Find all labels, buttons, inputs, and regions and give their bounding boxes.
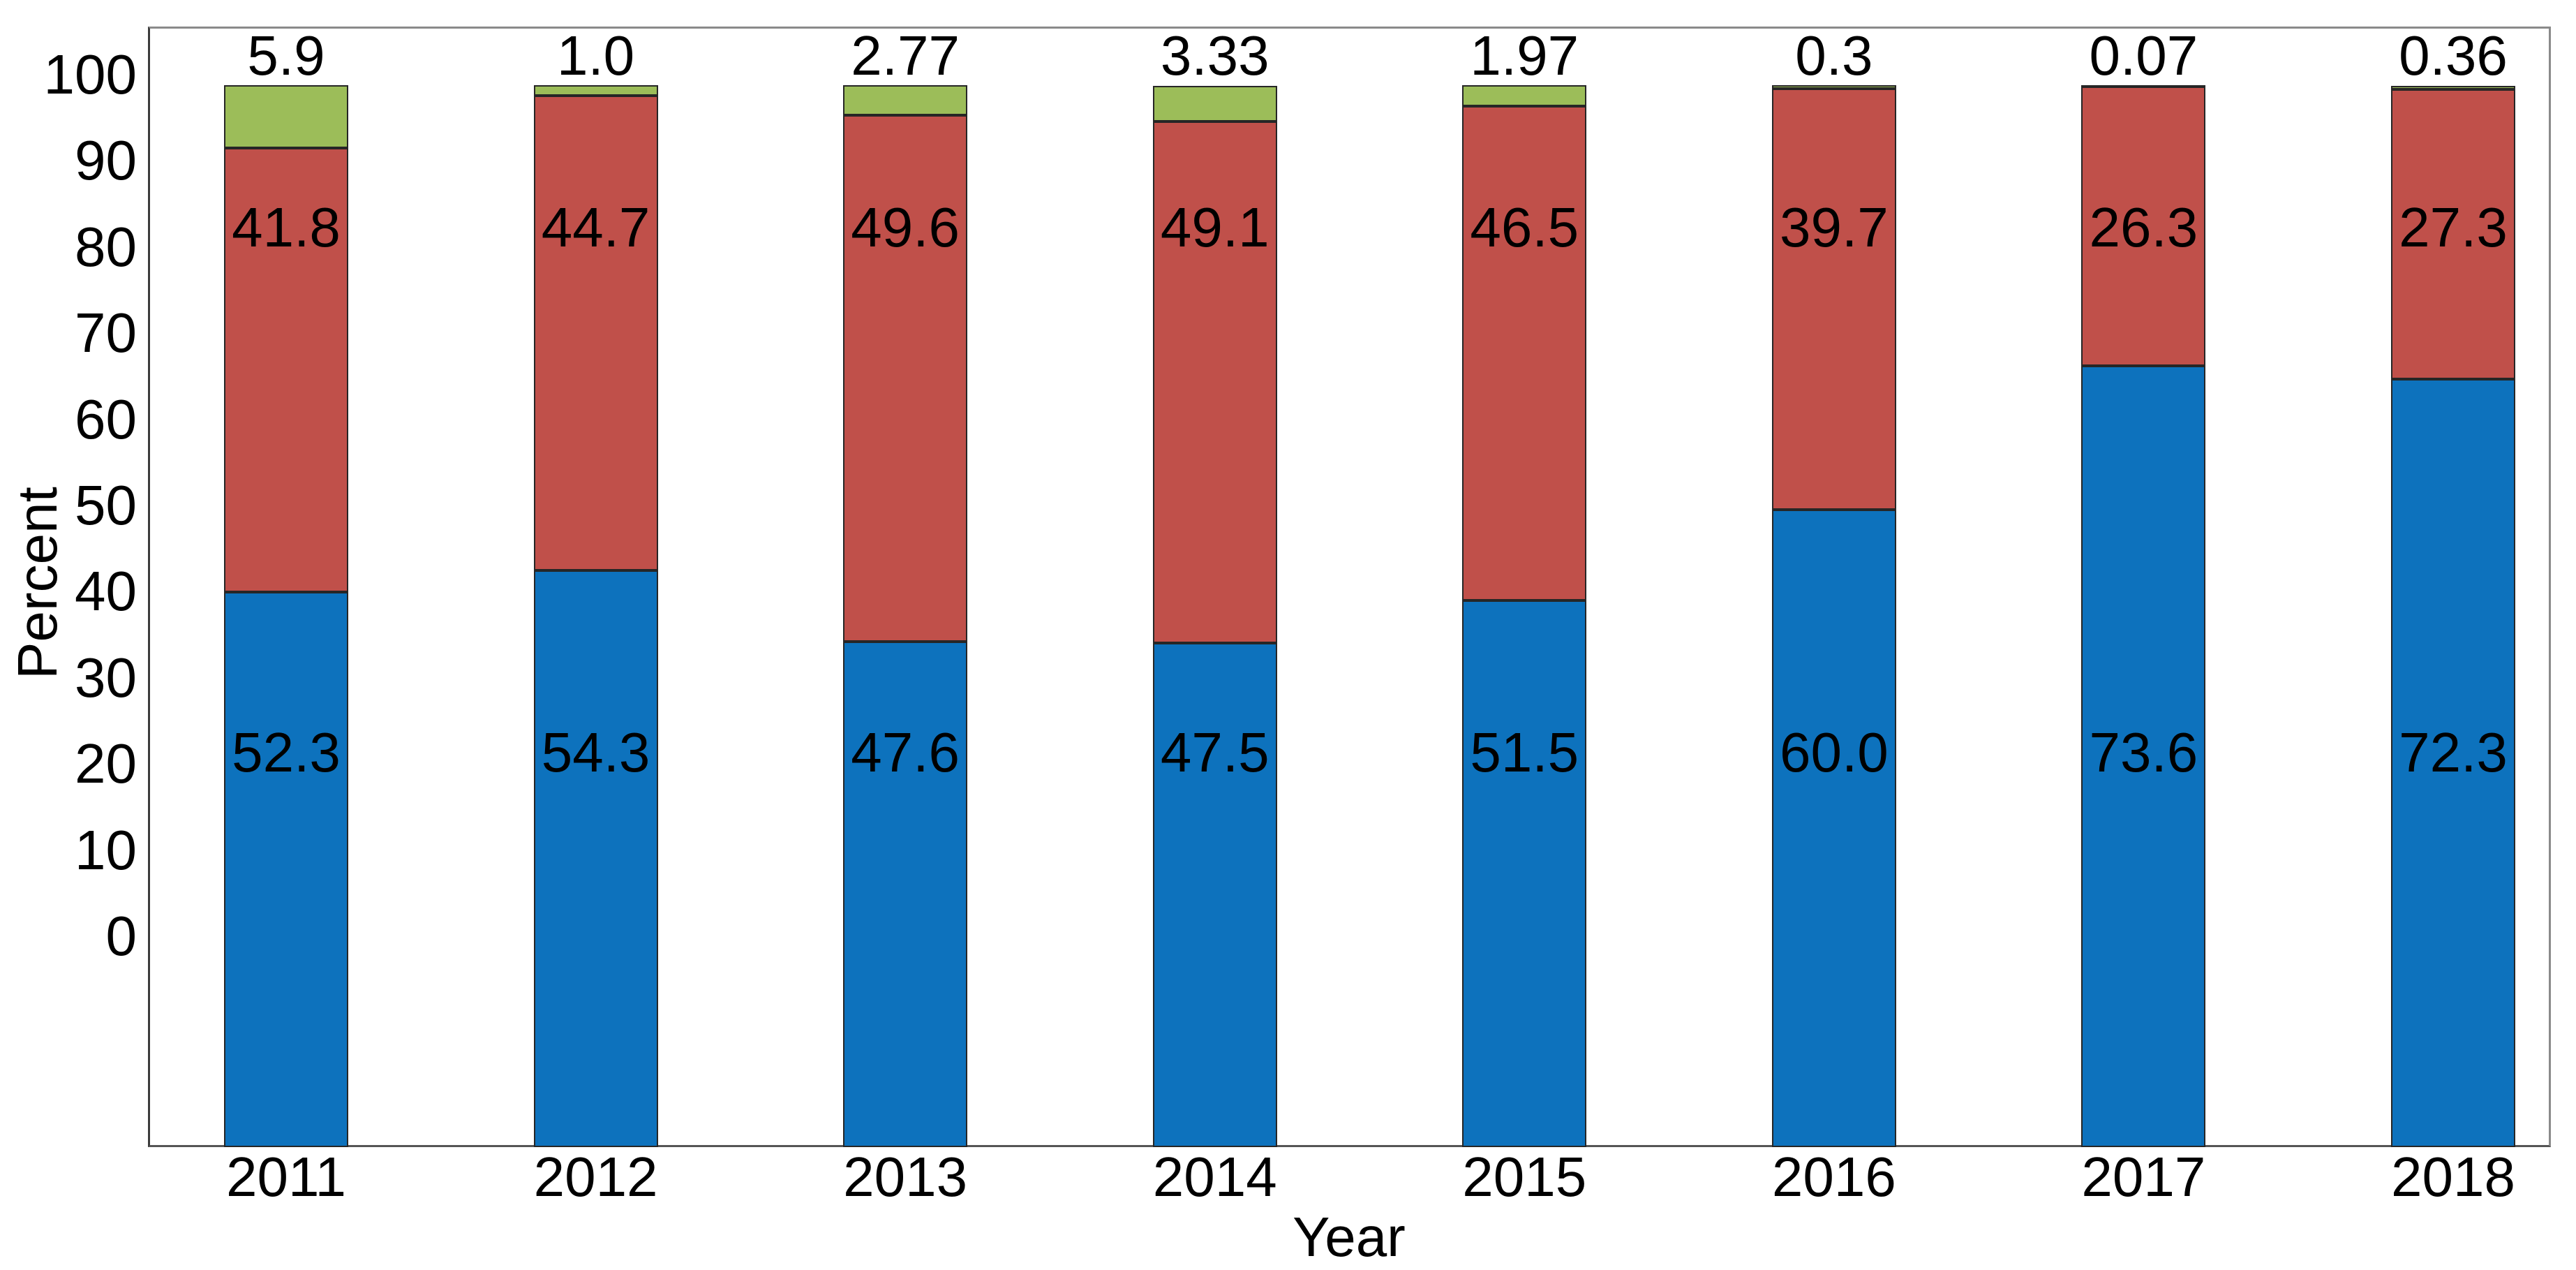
- bar-segment-2018-red: [2390, 89, 2515, 380]
- plot-area: [148, 27, 2551, 1147]
- x-tick-label-2018: 2018: [2391, 1146, 2515, 1208]
- y-tick-label-100: 100: [43, 43, 137, 105]
- value-label-2015-blue: 51.5: [1470, 721, 1579, 783]
- value-label-2015-red: 46.5: [1470, 196, 1579, 258]
- value-label-2013-green: 2.77: [851, 24, 960, 87]
- bar-segment-2011-green: [224, 85, 348, 148]
- bar-segment-2013-blue: [843, 642, 968, 1147]
- bar-segment-2013-red: [843, 115, 968, 642]
- value-label-2016-blue: 60.0: [1779, 721, 1889, 783]
- bar-segment-2012-blue: [533, 570, 658, 1147]
- y-tick-label-0: 0: [105, 905, 137, 967]
- value-label-2012-blue: 54.3: [541, 721, 650, 783]
- value-label-2013-blue: 47.6: [851, 721, 960, 783]
- value-label-2018-red: 27.3: [2399, 196, 2508, 258]
- bar-segment-2015-green: [1462, 85, 1587, 107]
- bar-segment-2016-blue: [1771, 510, 1896, 1147]
- value-label-2016-red: 39.7: [1779, 196, 1889, 258]
- bar-segment-2014-green: [1152, 86, 1277, 121]
- value-label-2011-blue: 52.3: [232, 721, 341, 783]
- bar-segment-2012-red: [533, 96, 658, 571]
- value-label-2012-green: 1.0: [556, 24, 635, 87]
- value-label-2017-blue: 73.6: [2089, 721, 2198, 783]
- y-tick-label-30: 30: [75, 646, 137, 709]
- bar-segment-2015-blue: [1462, 600, 1587, 1147]
- bar-segment-2017-green: [2081, 84, 2206, 87]
- y-axis-title: Percent: [6, 487, 68, 679]
- value-label-2018-green: 0.36: [2399, 24, 2508, 87]
- bar-segment-2017-red: [2081, 86, 2206, 366]
- bar-segment-2014-blue: [1152, 642, 1277, 1147]
- bar-segment-2011-red: [224, 147, 348, 592]
- value-label-2014-red: 49.1: [1160, 196, 1270, 258]
- x-tick-label-2012: 2012: [533, 1146, 658, 1208]
- x-tick-label-2016: 2016: [1771, 1146, 1896, 1208]
- x-tick-label-2011: 2011: [225, 1146, 347, 1208]
- bar-segment-2013-green: [843, 85, 968, 115]
- value-label-2017-green: 0.07: [2089, 24, 2198, 87]
- y-tick-label-60: 60: [75, 387, 137, 450]
- x-axis-title: Year: [1293, 1206, 1406, 1268]
- bar-segment-2016-red: [1771, 88, 1896, 510]
- value-label-2013-red: 49.6: [851, 196, 960, 258]
- x-tick-label-2013: 2013: [843, 1146, 968, 1208]
- value-label-2014-green: 3.33: [1160, 24, 1270, 87]
- bar-segment-2017-blue: [2081, 365, 2206, 1147]
- bar-segment-2011-blue: [224, 591, 348, 1147]
- value-label-2016-green: 0.3: [1795, 24, 1873, 87]
- value-label-2018-blue: 72.3: [2399, 721, 2508, 783]
- value-label-2015-green: 1.97: [1470, 24, 1579, 87]
- bar-segment-2016-green: [1771, 85, 1896, 89]
- x-tick-label-2017: 2017: [2081, 1146, 2206, 1208]
- value-label-2011-red: 41.8: [232, 196, 341, 258]
- y-tick-label-80: 80: [75, 215, 137, 278]
- y-tick-label-50: 50: [75, 474, 137, 536]
- x-tick-label-2015: 2015: [1462, 1146, 1587, 1208]
- value-label-2017-red: 26.3: [2089, 196, 2198, 258]
- y-tick-label-10: 10: [75, 818, 137, 881]
- y-tick-label-20: 20: [75, 732, 137, 795]
- value-label-2012-red: 44.7: [541, 196, 650, 258]
- y-tick-label-90: 90: [75, 129, 137, 192]
- bar-segment-2018-blue: [2390, 379, 2515, 1147]
- bar-segment-2015-red: [1462, 106, 1587, 600]
- bar-segment-2018-green: [2390, 85, 2515, 90]
- bar-segment-2012-green: [533, 85, 658, 96]
- y-tick-label-70: 70: [75, 302, 137, 364]
- value-label-2011-green: 5.9: [247, 24, 325, 87]
- bar-segment-2014-red: [1152, 121, 1277, 643]
- y-tick-label-40: 40: [75, 560, 137, 623]
- x-tick-label-2014: 2014: [1152, 1146, 1277, 1208]
- value-label-2014-blue: 47.5: [1160, 721, 1270, 783]
